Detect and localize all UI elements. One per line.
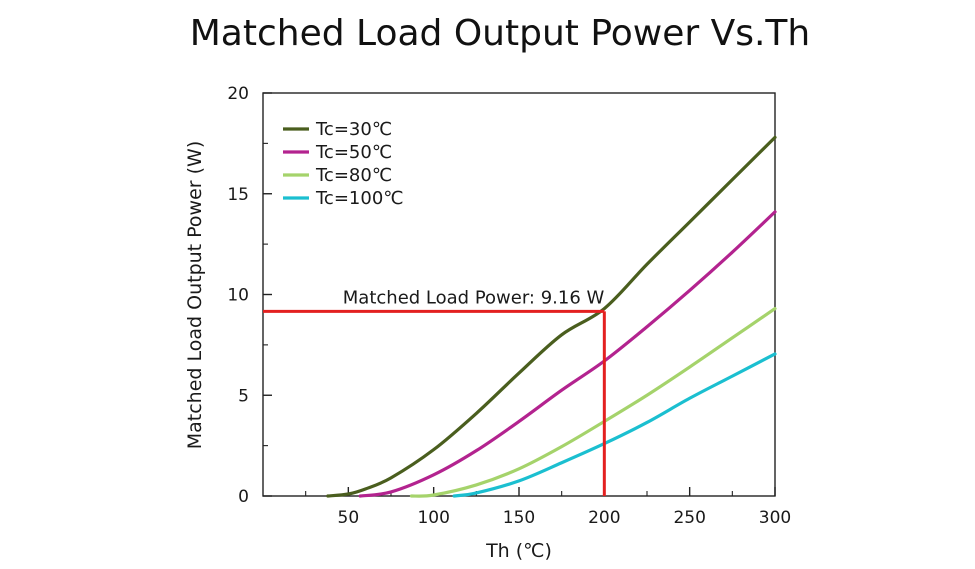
y-tick-label: 5: [238, 386, 249, 406]
y-tick-label: 0: [238, 487, 249, 507]
x-tick-label: 200: [588, 508, 620, 528]
series-line-1: [326, 135, 777, 498]
legend-label-4: Tc=100℃: [315, 188, 404, 209]
y-axis-ticks: 0 5 10 15 20: [227, 84, 272, 507]
y-axis-label: Matched Load Output Power (W): [184, 141, 206, 450]
legend-label-1: Tc=30℃: [315, 119, 392, 140]
y-tick-label: 10: [227, 286, 249, 306]
legend-label-3: Tc=80℃: [315, 165, 392, 186]
y-tick-label: 15: [227, 185, 249, 205]
x-tick-label: 100: [417, 508, 449, 528]
legend: Tc=30℃Tc=50℃Tc=80℃Tc=100℃: [283, 119, 404, 209]
y-tick-label: 20: [227, 84, 249, 104]
x-tick-label: 50: [338, 508, 360, 528]
x-tick-label: 250: [673, 508, 705, 528]
x-tick-label: 150: [503, 508, 535, 528]
x-tick-label: 300: [759, 508, 791, 528]
annotation-label: Matched Load Power: 9.16 W: [343, 287, 605, 308]
chart-title: Matched Load Output Power Vs.Th: [190, 13, 811, 54]
x-axis-label: Th (℃): [485, 540, 552, 562]
series-layer: [326, 135, 777, 498]
series-line-3: [409, 307, 777, 498]
annotation-layer: Matched Load Power: 9.16 W: [263, 287, 606, 496]
legend-label-2: Tc=50℃: [315, 142, 392, 163]
x-axis-ticks: 50 100 150 200 250 300: [305, 487, 791, 528]
series-line-2: [358, 210, 777, 498]
